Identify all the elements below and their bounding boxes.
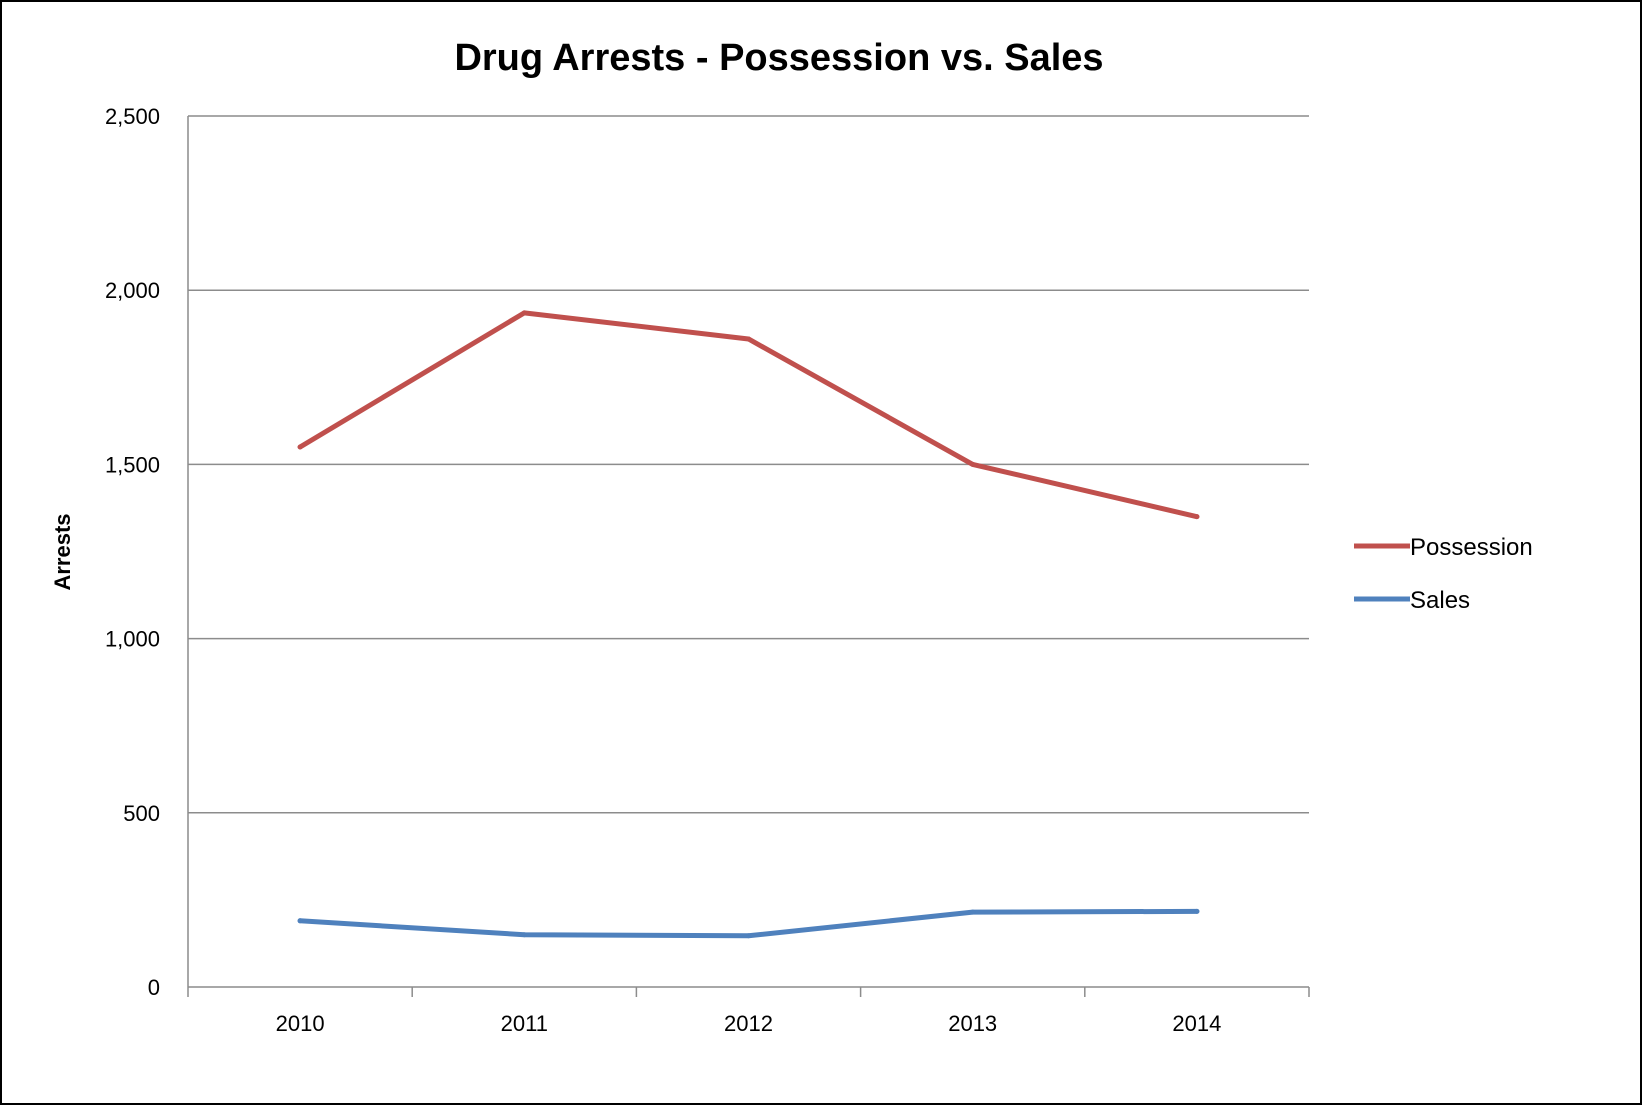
x-tick-label: 2012 [724, 1011, 773, 1036]
series-line-possession [297, 310, 1200, 520]
y-tick-label: 1,500 [105, 452, 160, 477]
data-point-possession [746, 336, 751, 342]
data-point-sales [297, 918, 303, 924]
data-point-possession [970, 461, 976, 467]
y-tick-label: 1,000 [105, 627, 160, 652]
axes [187, 116, 1310, 997]
x-tick-labels: 2010 2011 2012 2013 2014 [276, 1011, 1222, 1036]
data-point-possession [521, 310, 527, 316]
y-tick-label: 0 [148, 975, 160, 1000]
x-tick-label: 2010 [276, 1011, 325, 1036]
y-tick-labels: 0 500 1,000 1,500 2,000 2,500 [105, 104, 160, 1000]
x-tick-label: 2011 [501, 1011, 548, 1036]
y-tick-label: 2,000 [105, 278, 160, 303]
x-tick-label: 2013 [948, 1011, 997, 1036]
data-point-possession [1194, 514, 1200, 520]
y-tick-label: 2,500 [105, 104, 160, 129]
data-point-sales [746, 933, 751, 939]
data-point-sales [521, 932, 527, 938]
series-line-sales [297, 908, 1200, 939]
series-lines [297, 310, 1200, 939]
x-tick-label: 2014 [1172, 1011, 1221, 1036]
legend-label-sales: Sales [1410, 587, 1470, 614]
chart-title: Drug Arrests - Possession vs. Sales [454, 37, 1103, 79]
gridlines [188, 115, 1309, 814]
data-point-sales [1194, 908, 1200, 914]
data-point-possession [297, 444, 303, 450]
y-axis-label: Arrests [50, 513, 75, 590]
y-tick-label: 500 [123, 801, 160, 826]
data-point-sales [970, 909, 976, 915]
legend: Possession Sales [1354, 534, 1533, 614]
legend-label-possession: Possession [1410, 534, 1533, 561]
